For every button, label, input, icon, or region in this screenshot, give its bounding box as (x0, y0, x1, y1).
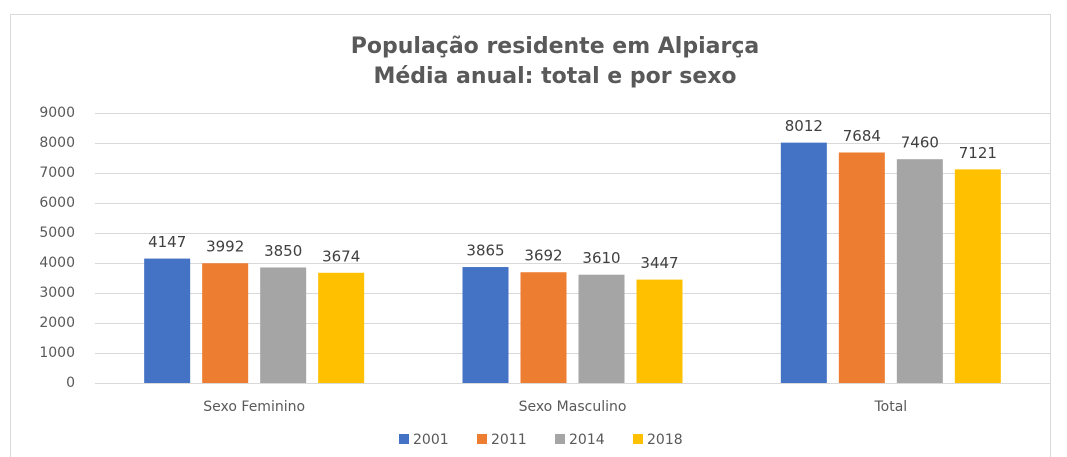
bar (780, 142, 827, 383)
bar (896, 159, 943, 383)
legend-label: 2001 (413, 432, 449, 448)
y-tick-label: 7000 (39, 165, 75, 181)
y-tick-label: 2000 (39, 315, 75, 331)
x-tick-label: Sexo Masculino (519, 399, 627, 415)
data-label: 3692 (524, 247, 562, 265)
data-label: 7460 (901, 134, 939, 152)
bar (202, 263, 249, 383)
legend-label: 2011 (491, 432, 527, 448)
y-tick-label: 4000 (39, 255, 75, 271)
bar (838, 152, 885, 383)
data-label: 3674 (322, 247, 360, 265)
bar (260, 267, 307, 383)
chart-title: População residente em Alpiarça (351, 34, 759, 59)
legend-swatch (477, 434, 487, 444)
bar (954, 169, 1001, 383)
y-tick-label: 1000 (39, 345, 75, 361)
legend-label: 2014 (569, 432, 605, 448)
data-label: 3992 (206, 238, 244, 256)
data-label: 4147 (148, 233, 186, 251)
y-tick-label: 5000 (39, 225, 75, 241)
legend-swatch (633, 434, 643, 444)
data-label: 3850 (264, 242, 302, 260)
legend-label: 2018 (647, 432, 683, 448)
bar (520, 272, 567, 383)
x-tick-label: Sexo Feminino (203, 399, 305, 415)
bar (318, 272, 365, 383)
data-label: 3447 (640, 254, 678, 272)
y-tick-label: 6000 (39, 195, 75, 211)
data-label: 3610 (582, 249, 620, 267)
legend-swatch (399, 434, 409, 444)
bar (578, 274, 625, 383)
chart-subtitle: Média anual: total e por sexo (373, 64, 736, 89)
y-tick-label: 3000 (39, 285, 75, 301)
legend-swatch (555, 434, 565, 444)
data-label: 3865 (466, 242, 504, 260)
data-label: 7121 (959, 144, 997, 162)
data-label: 7684 (843, 127, 881, 145)
bar (636, 279, 683, 383)
bar (144, 258, 191, 383)
bar (462, 267, 509, 383)
x-tick-label: Total (873, 399, 907, 415)
data-label: 8012 (785, 117, 823, 135)
y-tick-label: 8000 (39, 135, 75, 151)
y-tick-label: 0 (66, 375, 75, 391)
y-tick-label: 9000 (39, 105, 75, 121)
